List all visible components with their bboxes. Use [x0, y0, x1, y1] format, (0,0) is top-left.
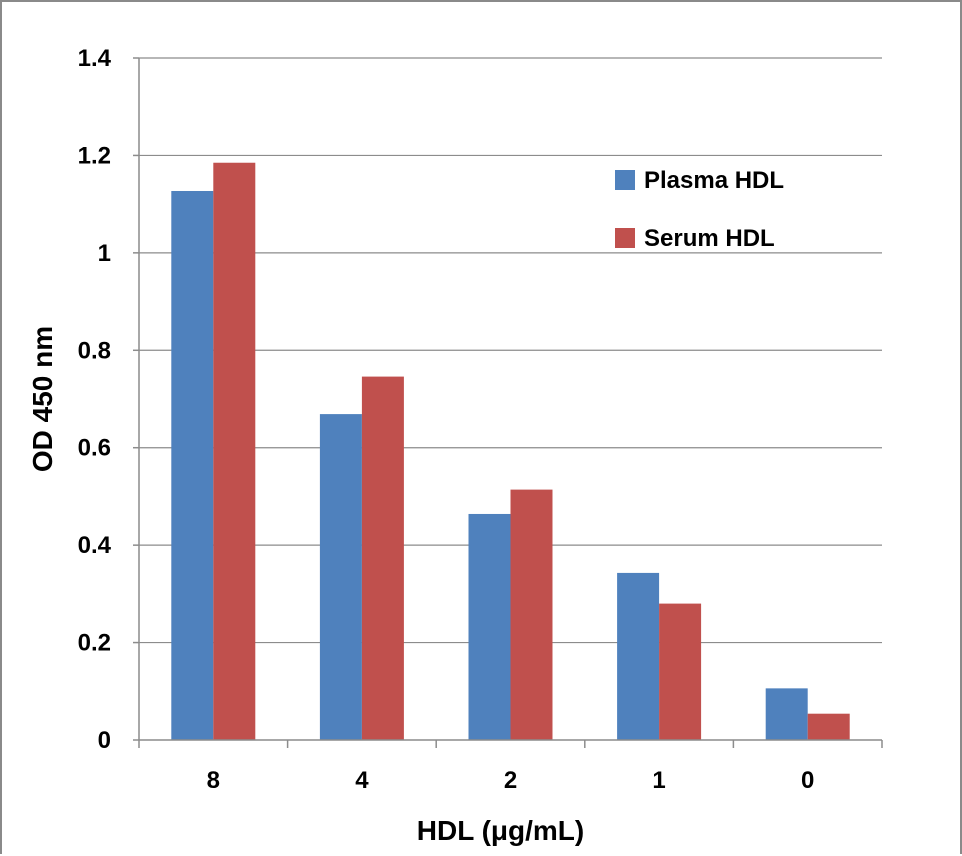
bar-serum-hdl [659, 603, 702, 740]
y-tick-label: 0.4 [78, 532, 112, 559]
y-tick-label: 0.8 [78, 337, 111, 364]
axes [133, 57, 883, 748]
bar-serum-hdl [807, 713, 850, 740]
y-tick-label: 1.2 [78, 142, 111, 169]
x-tick-label: 0 [801, 767, 814, 794]
legend-swatch [615, 228, 635, 248]
bar-serum-hdl [361, 376, 404, 740]
bar-serum-hdl [213, 162, 256, 740]
y-tick-label: 1 [98, 240, 111, 267]
y-axis-title: OD 450 nm [27, 326, 58, 472]
bar-serum-hdl [510, 489, 553, 740]
y-tick-label: 0.6 [78, 435, 111, 462]
bar-plasma-hdl [765, 688, 808, 740]
y-tick-label: 0 [98, 727, 111, 754]
y-tick-label: 1.4 [78, 45, 112, 72]
y-tick-labels: 0 0.2 0.4 0.6 0.8 1 1.2 1.4 [78, 45, 112, 754]
x-tick-label: 4 [355, 767, 369, 794]
x-tick-label: 8 [207, 767, 220, 794]
y-tick-label: 0.2 [78, 630, 111, 657]
x-tick-labels: 8 4 2 1 0 [207, 767, 815, 794]
legend-label: Serum HDL [644, 225, 775, 252]
gridlines [139, 57, 882, 644]
x-tick-label: 2 [504, 767, 517, 794]
bar-plasma-hdl [617, 572, 660, 740]
legend: Plasma HDL Serum HDL [615, 167, 784, 252]
x-axis-title: HDL (μg/mL) [417, 815, 584, 846]
bar-plasma-hdl [468, 513, 511, 740]
bar-plasma-hdl [319, 414, 362, 740]
bars [171, 162, 850, 741]
legend-label: Plasma HDL [644, 167, 784, 194]
bar-plasma-hdl [171, 190, 214, 741]
legend-swatch [615, 170, 635, 190]
x-tick-label: 1 [652, 767, 665, 794]
